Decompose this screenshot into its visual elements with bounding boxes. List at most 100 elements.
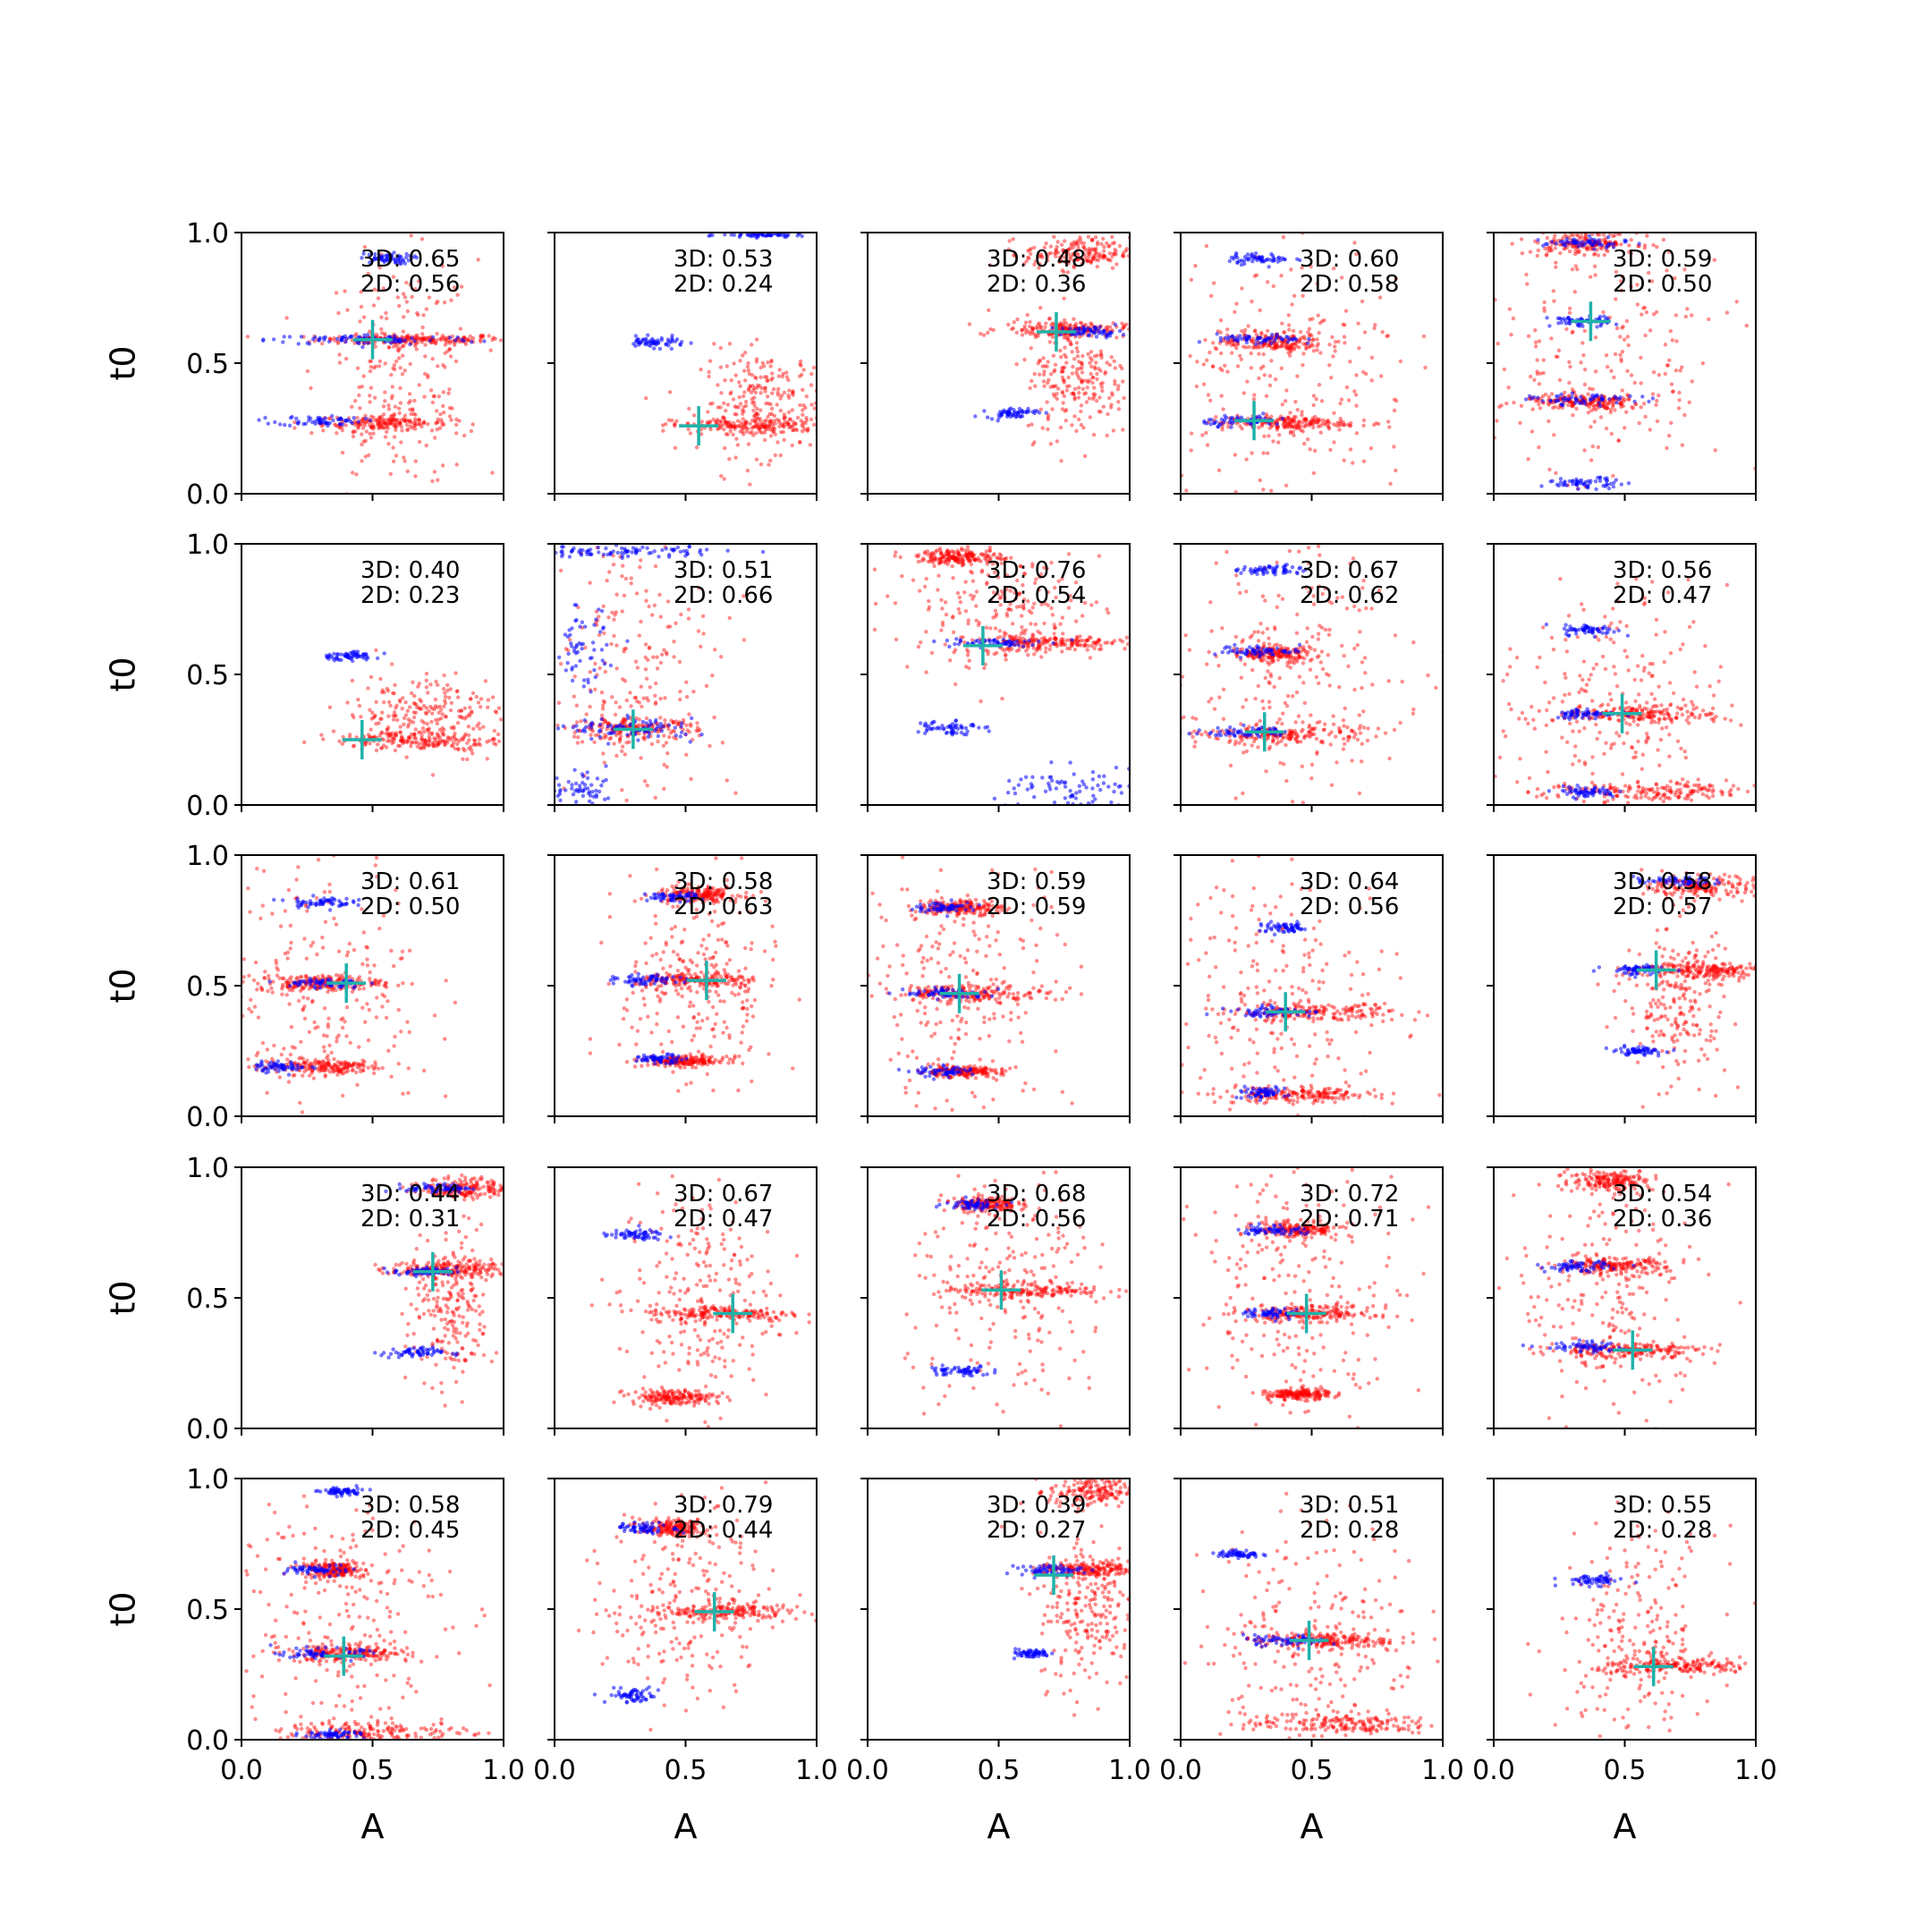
red-point <box>734 405 739 410</box>
red-point <box>436 710 441 715</box>
red-point <box>1351 461 1355 465</box>
red-point <box>1292 433 1296 437</box>
blue-point <box>674 337 680 342</box>
red-point <box>636 723 641 727</box>
red-point <box>1078 238 1083 242</box>
red-point <box>1241 344 1246 349</box>
red-point <box>742 369 747 373</box>
red-point <box>588 670 592 674</box>
red-point <box>722 419 727 423</box>
red-point <box>580 740 585 744</box>
red-point <box>801 368 806 372</box>
red-point <box>784 370 789 375</box>
red-point <box>1530 429 1535 434</box>
red-point <box>756 412 760 417</box>
red-point <box>664 650 669 655</box>
red-point <box>1054 248 1058 252</box>
red-point <box>711 417 716 422</box>
blue-point <box>586 548 590 553</box>
red-point <box>1590 387 1595 392</box>
red-point <box>391 691 395 696</box>
red-point <box>436 742 441 747</box>
red-point <box>754 423 758 428</box>
red-point <box>1677 390 1682 395</box>
red-point <box>1041 372 1046 377</box>
red-point <box>1075 349 1080 354</box>
red-point <box>394 453 399 458</box>
red-point <box>1240 328 1244 334</box>
blue-point <box>1232 338 1237 343</box>
red-point <box>1284 399 1288 403</box>
red-point <box>383 420 388 426</box>
red-point <box>1221 407 1225 411</box>
red-point <box>1090 257 1096 261</box>
red-point <box>447 341 453 345</box>
red-point <box>770 376 775 380</box>
blue-point <box>395 258 401 262</box>
red-point <box>617 731 622 735</box>
score-3d-label: 3D: 0.59 <box>1613 246 1712 273</box>
blue-point <box>1606 235 1611 240</box>
red-point <box>1575 267 1580 272</box>
red-point <box>767 425 772 429</box>
scatter-points <box>245 233 504 494</box>
red-point <box>1533 399 1538 403</box>
red-point <box>764 401 768 406</box>
red-point <box>1676 406 1682 411</box>
red-point <box>1680 365 1684 369</box>
red-point <box>305 369 310 374</box>
red-point <box>1072 265 1077 270</box>
red-point <box>614 643 619 648</box>
red-point <box>302 740 307 745</box>
red-point <box>1302 441 1307 446</box>
red-point <box>1423 365 1428 370</box>
red-point <box>1589 458 1594 462</box>
blue-point <box>1269 335 1274 340</box>
red-point <box>1530 407 1535 411</box>
red-point <box>781 424 785 428</box>
red-point <box>392 363 397 368</box>
red-point <box>426 422 430 427</box>
red-point <box>1048 332 1053 337</box>
red-point <box>614 753 619 758</box>
red-point <box>1102 254 1106 258</box>
red-point <box>658 614 663 619</box>
blue-point <box>404 255 409 259</box>
red-point <box>393 404 398 409</box>
red-point <box>745 364 750 369</box>
red-point <box>436 733 441 737</box>
red-point <box>665 599 671 604</box>
red-point <box>309 386 313 391</box>
red-point <box>655 666 660 671</box>
blue-point <box>1097 331 1101 335</box>
red-point <box>1109 355 1114 360</box>
red-point <box>1037 266 1041 270</box>
red-point <box>436 735 440 740</box>
red-point <box>1233 343 1238 348</box>
red-point <box>1050 407 1055 411</box>
red-point <box>1347 423 1352 428</box>
red-point <box>335 341 341 345</box>
red-point <box>383 390 387 394</box>
red-point <box>1107 243 1112 248</box>
blue-point <box>1107 334 1113 338</box>
red-point <box>466 338 470 343</box>
blue-point <box>592 623 597 627</box>
y-tick-label: 1.0 <box>186 218 229 250</box>
red-point <box>741 429 745 434</box>
red-point <box>1070 242 1074 246</box>
blue-point <box>585 775 590 781</box>
red-point <box>1333 340 1338 344</box>
red-point <box>1069 242 1074 248</box>
red-point <box>1651 312 1657 317</box>
blue-point <box>597 789 602 794</box>
red-point <box>399 738 403 743</box>
red-point <box>455 721 461 725</box>
red-point <box>1048 250 1054 256</box>
blue-point <box>1560 403 1565 408</box>
red-point <box>1046 251 1051 256</box>
red-point <box>1593 273 1597 277</box>
red-point <box>1276 417 1281 422</box>
red-point <box>784 375 790 379</box>
blue-point <box>605 642 609 648</box>
